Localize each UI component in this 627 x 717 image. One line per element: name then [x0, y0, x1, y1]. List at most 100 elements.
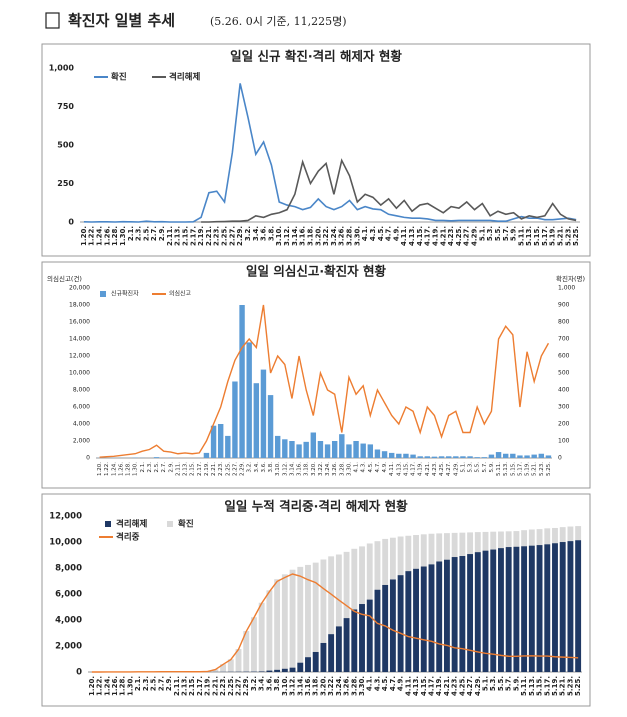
tick-label: 1,000 — [558, 285, 575, 292]
legend-swatch — [100, 291, 106, 297]
x-tick-label: 4.3. — [361, 462, 367, 473]
tick-label: 4,000 — [55, 616, 82, 626]
bar — [310, 432, 317, 458]
x-tick-label: 4.15. — [403, 462, 409, 476]
bar — [225, 435, 231, 458]
x-tick-label: 1.22. — [104, 462, 110, 476]
bar — [467, 456, 473, 458]
x-tick-label: 1.26. — [103, 226, 111, 246]
x-tick-label: 2.7. — [150, 226, 158, 241]
x-tick-label: 2.19. — [204, 462, 210, 476]
x-tick-label: 3.8. — [273, 676, 281, 691]
x-tick-label: 1.24. — [96, 226, 104, 246]
x-tick-label: 4.1. — [366, 676, 374, 691]
chart-title: 일일 의심신고·확진자 현황 — [246, 264, 386, 279]
x-tick-label: 4.7. — [389, 676, 397, 691]
bar — [359, 604, 365, 672]
x-tick-label: 4.17. — [427, 676, 435, 696]
x-tick-label: 3.12. — [283, 226, 291, 246]
tick-label: 20,000 — [69, 285, 90, 292]
bar — [312, 562, 319, 672]
x-tick-label: 5.11. — [520, 676, 528, 696]
bar — [274, 669, 281, 672]
x-tick-label: 3.6. — [261, 462, 267, 473]
tick-label: 14,000 — [69, 336, 90, 343]
bar — [528, 545, 535, 672]
bar — [282, 439, 288, 458]
x-tick-label: 5.21. — [556, 226, 564, 246]
bar — [217, 424, 224, 458]
x-tick-label: 4.21. — [439, 226, 447, 246]
x-tick-label: 2.11. — [166, 226, 174, 246]
x-tick-label: 3.16. — [297, 462, 303, 476]
x-tick-label: 3.20. — [311, 462, 317, 476]
bar — [382, 584, 389, 672]
x-tick-label: 5.1. — [460, 462, 466, 473]
x-tick-label: 2.29. — [236, 226, 244, 246]
x-tick-label: 1.20. — [80, 226, 88, 246]
x-tick-label: 5.23. — [539, 462, 545, 476]
bar — [281, 574, 288, 672]
x-tick-label: 5.5. — [475, 462, 481, 473]
x-tick-label: 3.26. — [338, 226, 346, 246]
x-tick-label: 2.13. — [174, 226, 182, 246]
x-tick-label: 4.27. — [446, 462, 452, 476]
x-tick-label: 4.23. — [447, 226, 455, 246]
x-tick-label: 3.12. — [282, 462, 288, 476]
x-tick-label: 4.3. — [369, 226, 377, 241]
bar — [567, 541, 574, 672]
x-tick-label: 4.13. — [408, 226, 416, 246]
tick-label: 6,000 — [55, 590, 82, 600]
chart-frame — [41, 43, 591, 257]
bar — [388, 452, 395, 458]
x-tick-label: 3.14. — [291, 226, 299, 246]
x-tick-label: 4.17. — [411, 462, 417, 476]
x-tick-label: 2.9. — [168, 462, 174, 473]
x-tick-label: 2.5. — [142, 226, 150, 241]
x-tick-label: 5.3. — [486, 226, 494, 241]
x-tick-label: 4.15. — [420, 676, 428, 696]
bar — [339, 434, 345, 458]
bar — [317, 441, 324, 458]
bar — [346, 444, 352, 458]
x-tick-label: 4.1. — [354, 462, 360, 473]
legend-label: 확진 — [178, 519, 194, 530]
x-tick-label: 1.26. — [111, 676, 119, 696]
legend-label: 의심신고 — [169, 290, 192, 298]
x-tick-label: 4.5. — [381, 676, 389, 691]
x-tick-label: 3.2. — [244, 226, 252, 241]
tick-label: 1,000 — [49, 64, 75, 73]
bar — [467, 554, 474, 672]
x-tick-label: 5.9. — [489, 462, 495, 473]
bar — [431, 456, 438, 458]
x-tick-label: 1.22. — [88, 226, 96, 246]
line — [201, 158, 577, 223]
x-tick-label: 5.3. — [468, 462, 474, 473]
x-tick-label: 3.28. — [350, 676, 358, 696]
tick-label: 250 — [57, 179, 74, 188]
bar — [366, 599, 373, 672]
bar — [212, 669, 219, 672]
x-tick-label: 5.19. — [549, 226, 557, 246]
x-tick-label: 3.4. — [258, 676, 266, 691]
bullet-box — [45, 12, 60, 29]
bar — [490, 549, 497, 672]
x-tick-label: 4.13. — [396, 462, 402, 476]
legend-label: 신규확진자 — [111, 290, 139, 298]
x-tick-label: 5.1. — [482, 676, 490, 691]
x-tick-label: 3.14. — [296, 676, 304, 696]
bar — [274, 579, 281, 672]
x-tick-label: 1.26. — [118, 462, 124, 476]
x-tick-label: 3.20. — [319, 676, 327, 696]
bar — [513, 546, 520, 672]
x-tick-label: 3.18. — [304, 462, 310, 476]
x-tick-label: 3.16. — [304, 676, 312, 696]
bar — [351, 609, 358, 672]
x-tick-label: 4.23. — [432, 462, 438, 476]
tick-label: 0 — [86, 455, 90, 462]
bar — [220, 664, 227, 672]
x-tick-label: 3.2. — [247, 462, 253, 473]
bar — [521, 546, 528, 672]
tick-label: 600 — [558, 353, 570, 360]
